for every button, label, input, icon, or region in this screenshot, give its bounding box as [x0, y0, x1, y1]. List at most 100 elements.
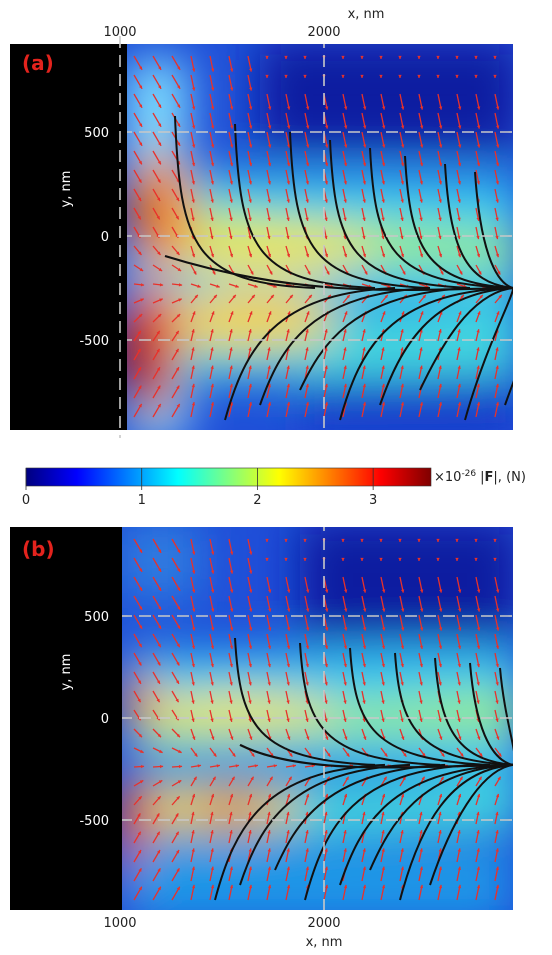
force-arrow-head — [438, 253, 443, 258]
force-arrow-head — [286, 811, 290, 816]
force-arrow-head — [305, 608, 310, 612]
y-tick-label: 0 — [101, 712, 109, 727]
force-arrow-head — [417, 538, 421, 542]
force-arrow-head — [157, 197, 161, 202]
force-arrow-head — [439, 736, 443, 740]
force-arrow-head — [137, 234, 141, 238]
force-arrow-head — [191, 645, 196, 649]
force-arrow-head — [381, 162, 386, 167]
force-arrow-head — [210, 884, 215, 889]
force-arrow-head — [379, 74, 383, 78]
force-arrow-head — [157, 403, 161, 408]
force-arrow-head — [156, 234, 160, 238]
force-arrow-head — [419, 144, 424, 148]
force-arrow-head — [191, 811, 195, 816]
force-arrow-head — [191, 199, 195, 203]
trajectory — [369, 763, 513, 871]
force-arrow-head — [436, 55, 440, 59]
force-arrow-head — [235, 764, 239, 768]
force-arrow-head — [191, 144, 196, 148]
force-arrow-head — [457, 162, 462, 167]
force-arrow-head — [286, 645, 291, 649]
force-arrow-head — [324, 793, 329, 798]
trajectory — [504, 288, 513, 406]
force-arrow-head — [287, 736, 291, 740]
y-tick-label: -500 — [79, 814, 109, 829]
force-arrow-head — [229, 589, 234, 593]
force-arrow-head — [191, 347, 195, 351]
force-arrow-head — [419, 608, 424, 612]
force-arrow-head — [140, 749, 144, 753]
force-arrow-head — [140, 298, 144, 302]
force-arrow-head — [343, 663, 347, 668]
force-arrow-head — [324, 848, 328, 852]
force-arrow-head — [248, 608, 253, 612]
force-arrow-head — [496, 311, 500, 315]
force-arrow-head — [398, 55, 402, 59]
force-arrow-head — [229, 830, 233, 834]
force-arrow-head — [438, 627, 443, 631]
trajectory — [289, 131, 431, 289]
force-arrow-head — [229, 329, 233, 333]
force-arrow-head — [403, 753, 407, 757]
force-arrow-head — [305, 181, 310, 185]
colorbar-tick-label: 0 — [22, 493, 30, 508]
force-arrow-head — [381, 181, 386, 185]
trajectory — [234, 123, 376, 289]
force-arrow-head — [474, 74, 478, 78]
force-arrow-head — [178, 749, 182, 753]
force-arrow-head — [401, 311, 405, 315]
force-arrow-head — [360, 538, 364, 542]
force-arrow-head — [344, 311, 348, 315]
force-arrow-head — [383, 776, 387, 781]
force-arrow-head — [229, 700, 233, 704]
force-arrow-head — [436, 538, 440, 542]
force-arrow-head — [476, 793, 481, 798]
force-arrow-head — [267, 718, 271, 722]
force-arrow-head — [267, 217, 271, 221]
force-arrow-head — [137, 813, 141, 817]
force-arrow-head — [476, 627, 481, 631]
force-arrow-head — [248, 217, 252, 221]
force-arrow-head — [305, 589, 310, 593]
force-arrow-head — [286, 329, 290, 333]
force-arrow-head — [495, 402, 500, 406]
force-arrow-head — [305, 811, 309, 816]
force-arrow-head — [438, 884, 443, 889]
force-arrow-head — [419, 811, 423, 816]
force-arrow-head — [210, 383, 214, 388]
force-arrow-head — [381, 144, 386, 148]
force-arrow-head — [438, 181, 443, 185]
force-arrow-head — [419, 866, 424, 871]
force-arrow-head — [419, 848, 423, 852]
force-arrow-head — [324, 608, 329, 612]
force-arrow-head — [192, 311, 196, 315]
force-arrow-head — [235, 284, 239, 288]
force-arrow-head — [229, 663, 233, 668]
force-arrow-head — [457, 217, 461, 221]
y-axis-label: y, nm — [59, 654, 74, 691]
force-arrow-head — [398, 557, 402, 561]
force-arrow-head — [419, 217, 423, 221]
force-arrow-head — [343, 125, 348, 129]
force-arrow-head — [362, 884, 367, 889]
force-arrow-head — [305, 645, 310, 649]
force-arrow-head — [324, 347, 328, 351]
force-arrow-head — [495, 253, 500, 258]
force-arrow-head — [362, 329, 366, 333]
force-arrow-head — [156, 813, 160, 817]
force-arrow-head — [381, 383, 385, 388]
force-arrow-head — [419, 700, 423, 704]
force-arrow-head — [362, 181, 367, 185]
force-arrow-head — [210, 144, 215, 148]
force-arrow-head — [457, 627, 462, 631]
force-arrow-head — [343, 608, 348, 612]
force-arrow-head — [229, 383, 233, 388]
x-tick-label: 2000 — [307, 916, 340, 931]
force-arrow-head — [139, 142, 143, 146]
trajectory — [329, 139, 471, 289]
force-arrow-head — [305, 663, 309, 668]
force-arrow-head — [495, 608, 500, 612]
force-arrow-head — [232, 294, 236, 299]
force-arrow-head — [289, 294, 293, 299]
